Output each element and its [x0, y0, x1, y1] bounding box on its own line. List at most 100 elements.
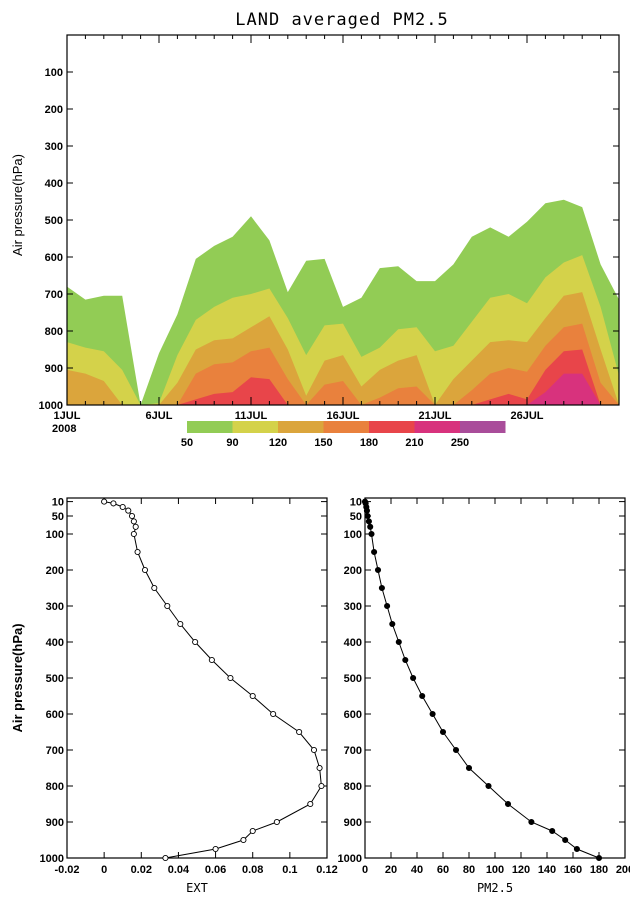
data-point: [101, 498, 108, 505]
y-tick-label: 700: [344, 745, 362, 757]
y-tick-label: 500: [45, 215, 63, 227]
colorbar-swatch: [369, 421, 415, 433]
x-tick-label: 0.04: [168, 864, 190, 876]
colorbar-label: 50: [181, 437, 193, 449]
pm25-series: [361, 498, 603, 862]
profile-line: [364, 501, 600, 859]
x-tick-label: 0.12: [316, 864, 337, 876]
data-point: [439, 728, 447, 736]
y-tick-label: 600: [45, 252, 63, 264]
data-point: [151, 584, 158, 592]
data-point: [130, 518, 137, 525]
y-tick-label: 600: [344, 709, 362, 721]
x-tick-label: 80: [463, 864, 475, 876]
data-point: [141, 566, 149, 574]
data-point: [310, 746, 318, 754]
data-point: [395, 638, 402, 646]
y-tick-label: 600: [46, 709, 64, 721]
x-axis-label: PM2.5: [477, 881, 513, 895]
y-axis-ticks: 10 50 100 200 300 400 500 600 700 800 900 1000: [40, 497, 327, 865]
y-tick-label: 300: [45, 141, 63, 153]
ext-profile-chart: 10 50 100 200 300 400 500 600 700 800 900 1000 -0.0…: [10, 497, 338, 895]
y-tick-label: 400: [45, 178, 63, 190]
x-tick-label: 140: [538, 864, 556, 876]
x-tick-label: -0.02: [54, 864, 79, 876]
data-point: [402, 656, 409, 664]
chart-title: LAND averaged PM2.5: [235, 10, 448, 30]
x-tick-label: 6JUL: [146, 410, 173, 422]
data-point: [549, 827, 556, 835]
data-point: [162, 854, 169, 862]
x-tick-label: 40: [411, 864, 423, 876]
y-tick-label: 50: [52, 511, 64, 523]
data-point: [164, 602, 171, 610]
data-point: [134, 548, 141, 556]
x-tick-label: 20: [385, 864, 397, 876]
year-label: 2008: [52, 423, 76, 435]
pm25-time-pressure-chart: LAND averaged PM2.5 100 200 300 400 500 600 70…: [10, 10, 620, 449]
y-tick-label: 200: [46, 565, 64, 577]
data-point: [240, 836, 247, 844]
data-point: [296, 728, 303, 736]
x-tick-label: 1JUL: [54, 410, 81, 422]
y-tick-label: 10: [52, 497, 64, 509]
colorbar-swatch: [232, 421, 278, 433]
y-tick-label: 1000: [39, 400, 63, 412]
data-point: [485, 782, 492, 790]
data-point: [249, 827, 256, 835]
data-point: [429, 710, 436, 718]
data-point: [367, 523, 374, 530]
y-tick-label: 900: [46, 817, 64, 829]
data-point: [371, 548, 378, 556]
y-axis-label: Air pressure(hPa): [10, 623, 25, 732]
colorbar-swatch: [187, 421, 233, 433]
x-tick-label: 100: [486, 864, 504, 876]
y-tick-label: 800: [45, 326, 63, 338]
data-point: [452, 746, 460, 754]
y-tick-label: 50: [350, 511, 362, 523]
y-tick-label: 100: [344, 529, 362, 541]
data-point: [378, 584, 385, 592]
y-tick-label: 400: [46, 637, 64, 649]
colorbar-label: 210: [405, 437, 423, 449]
data-point: [384, 602, 391, 610]
x-tick-label: 16JUL: [326, 410, 359, 422]
data-point: [389, 620, 396, 628]
x-tick-label: 200: [616, 864, 630, 876]
x-tick-label: 21JUL: [418, 410, 451, 422]
y-tick-label: 500: [344, 673, 362, 685]
data-point: [192, 638, 199, 646]
colorbar: 50 90 120 150 180 210 250: [181, 421, 506, 449]
data-point: [419, 692, 426, 700]
x-tick-label: 11JUL: [235, 410, 268, 422]
x-axis-ticks: -0.02 0 0.02 0.04 0.06 0.08 0.1 0.12: [54, 498, 338, 876]
contour-band-150: [67, 323, 619, 405]
y-tick-label: 700: [46, 745, 64, 757]
colorbar-label: 120: [269, 437, 287, 449]
x-tick-label: 0: [101, 864, 107, 876]
colorbar-label: 150: [314, 437, 332, 449]
data-point: [363, 507, 371, 514]
y-tick-label: 200: [344, 565, 362, 577]
profile-line: [104, 501, 322, 859]
y-axis-label: Air pressure(hPa): [10, 154, 25, 256]
data-point: [307, 800, 314, 808]
data-point: [504, 800, 512, 808]
colorbar-swatch: [414, 421, 460, 433]
x-axis-ticks: 1JUL 6JUL 11JUL 16JUL 21JUL 26JUL: [54, 35, 620, 422]
x-tick-label: 0.1: [282, 864, 297, 876]
y-tick-label: 400: [344, 637, 362, 649]
data-point: [573, 845, 580, 853]
x-tick-label: 120: [512, 864, 530, 876]
y-tick-label: 100: [45, 67, 63, 79]
colorbar-swatch: [323, 421, 369, 433]
data-point: [119, 503, 126, 511]
data-point: [110, 500, 117, 507]
data-point: [318, 782, 325, 790]
y-tick-label: 900: [344, 817, 362, 829]
y-tick-label: 700: [45, 289, 63, 301]
data-point: [249, 692, 256, 700]
y-axis-ticks: 10 50 100 200 300 400 500 600 700 800 900 1000: [338, 497, 625, 865]
x-tick-label: 0: [362, 864, 368, 876]
